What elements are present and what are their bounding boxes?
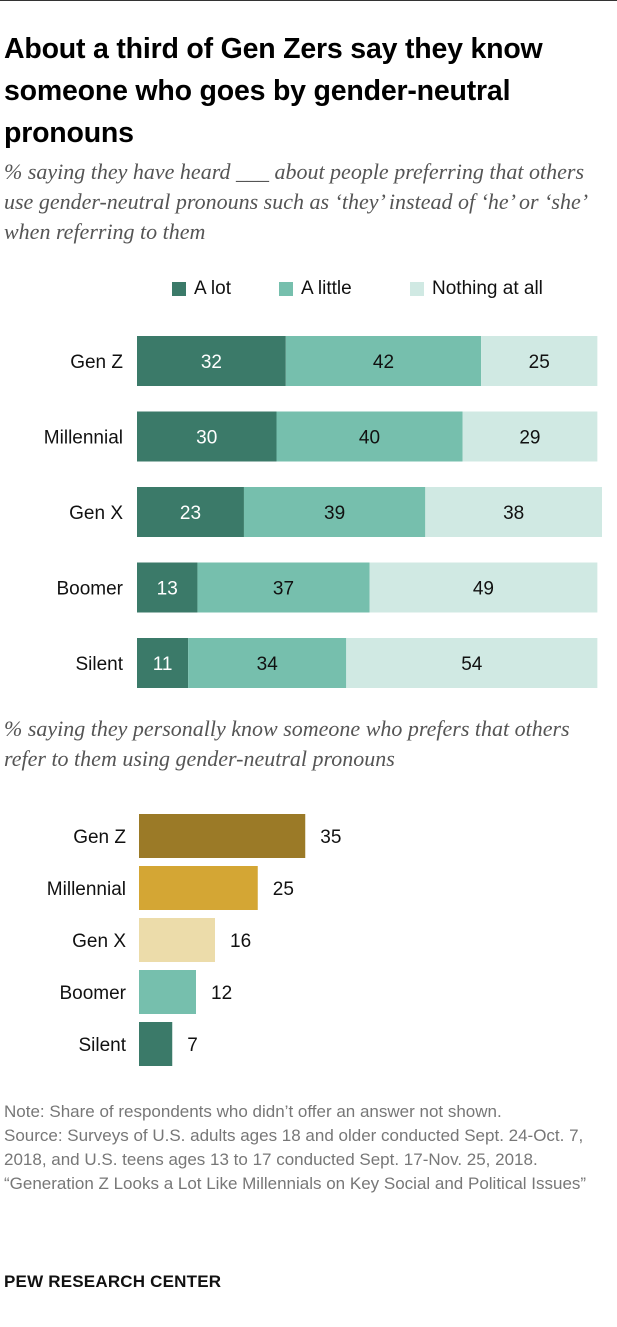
data-label-millennial: 25 — [273, 879, 294, 900]
chart-title: About a third of Gen Zers say they know … — [4, 33, 543, 149]
data-label-nothing-at-all-gen-z: 25 — [529, 352, 550, 373]
data-label-a-little-gen-z: 42 — [373, 352, 394, 373]
brand-logo-text: PEW RESEARCH CENTER — [4, 1272, 222, 1291]
bar-segment-a-lot-millennial — [137, 411, 277, 462]
category-label-silent: Silent — [78, 1035, 126, 1056]
legend-label: Nothing at all — [432, 278, 543, 299]
top-rule — [0, 0, 617, 1]
legend-item-a-little: A little — [279, 278, 352, 300]
category-label-silent: Silent — [75, 654, 123, 675]
report-title-line: “Generation Z Looks a Lot Like Millennia… — [4, 1174, 587, 1193]
data-label-nothing-at-all-millennial: 29 — [519, 428, 540, 449]
bar-millennial — [139, 866, 258, 910]
bar-chart-know: Gen Z 35 Millennial 25 Gen X 16 Boomer 12 Silent… — [47, 814, 341, 1066]
data-label-a-little-silent: 34 — [257, 654, 279, 675]
category-label-millennial: Millennial — [47, 879, 126, 900]
category-label-gen-x: Gen X — [69, 503, 123, 524]
legend-label: A lot — [194, 278, 231, 299]
bar-boomer — [139, 970, 196, 1014]
bar-gen-x — [139, 918, 215, 962]
bar-segment-a-little-gen-z — [285, 336, 482, 386]
legend: A lot A little Nothing at all — [0, 278, 617, 306]
category-label-boomer: Boomer — [56, 579, 123, 600]
legend-swatch — [172, 282, 186, 296]
data-label-boomer: 12 — [211, 983, 232, 1004]
note-line: Note: Share of respondents who didn’t of… — [4, 1102, 502, 1121]
data-label-a-little-boomer: 37 — [273, 579, 294, 600]
bar-segment-a-lot-gen-z — [137, 336, 286, 386]
data-label-gen-x: 16 — [230, 931, 251, 952]
data-label-a-lot-millennial: 30 — [196, 428, 217, 449]
data-label-silent: 7 — [187, 1035, 198, 1056]
bar-segment-nothing-at-all-millennial — [462, 411, 598, 462]
bar-segment-nothing-at-all-gen-x — [425, 487, 602, 537]
category-label-gen-z: Gen Z — [70, 352, 123, 373]
category-label-boomer: Boomer — [59, 983, 126, 1004]
bar-segment-a-little-silent — [188, 638, 347, 688]
data-label-a-lot-gen-z: 32 — [201, 352, 222, 373]
bar-segment-nothing-at-all-gen-z — [481, 336, 598, 386]
category-label-gen-z: Gen Z — [73, 827, 126, 848]
bar-segment-a-little-millennial — [276, 411, 463, 462]
data-label-a-lot-gen-x: 23 — [180, 503, 201, 524]
data-label-gen-z: 35 — [320, 827, 341, 848]
bar-gen-z — [139, 814, 306, 858]
bar-segment-nothing-at-all-silent — [346, 638, 598, 688]
stacked-bar-chart-heard: Gen Z 32 42 25 Millennial 30 40 29 Gen X 23 39 38 Bo… — [44, 336, 602, 688]
bar-segment-nothing-at-all-boomer — [369, 562, 598, 613]
category-label-millennial: Millennial — [44, 428, 123, 449]
category-label-gen-x: Gen X — [72, 931, 126, 952]
data-label-a-little-millennial: 40 — [359, 428, 380, 449]
legend-label: A little — [301, 278, 352, 299]
legend-swatch — [410, 282, 424, 296]
bar-segment-a-little-gen-x — [243, 487, 426, 537]
data-label-a-lot-silent: 11 — [153, 654, 173, 675]
bar-segment-a-little-boomer — [197, 562, 370, 613]
bar-segment-a-lot-boomer — [137, 562, 198, 613]
bar-segment-a-lot-gen-x — [137, 487, 244, 537]
data-label-nothing-at-all-silent: 54 — [461, 654, 483, 675]
bar-segment-a-lot-silent — [137, 638, 189, 688]
chart-subtitle-know: % saying they personally know someone wh… — [4, 716, 570, 771]
data-label-nothing-at-all-gen-x: 38 — [503, 503, 524, 524]
legend-item-a-lot: A lot — [172, 278, 231, 300]
bar-silent — [139, 1022, 173, 1066]
data-label-a-little-gen-x: 39 — [324, 503, 345, 524]
data-label-nothing-at-all-boomer: 49 — [473, 579, 494, 600]
data-label-a-lot-boomer: 13 — [157, 579, 178, 600]
chart-subtitle-heard: % saying they have heard ___ about peopl… — [4, 159, 586, 244]
legend-item-nothing-at-all: Nothing at all — [410, 278, 543, 300]
source-note: Note: Share of respondents who didn’t of… — [4, 1100, 609, 1196]
legend-swatch — [279, 282, 293, 296]
source-line: Source: Surveys of U.S. adults ages 18 a… — [4, 1126, 584, 1169]
